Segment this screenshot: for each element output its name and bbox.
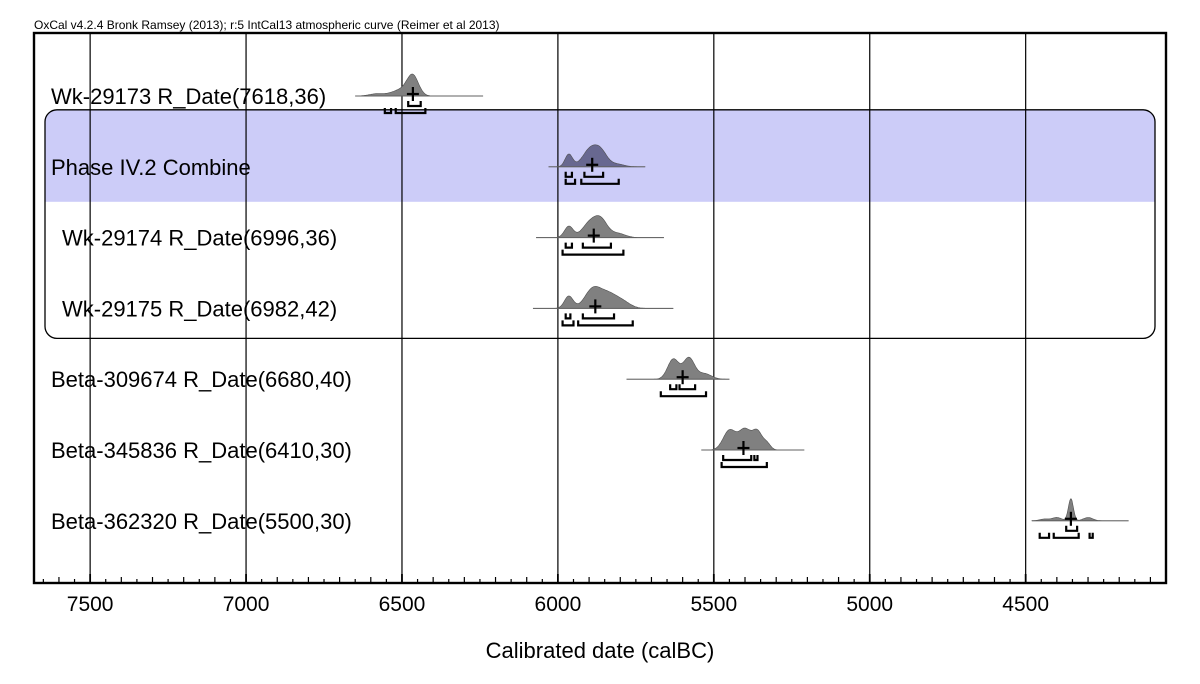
tick-label-6000: 6000 [535, 593, 582, 616]
tick-label-5000: 5000 [846, 593, 893, 616]
sigma1-range-6-0 [1065, 525, 1079, 532]
density-6 [1031, 498, 1129, 522]
sigma1-range-3-1 [581, 313, 616, 320]
sigma1-range-3-0 [564, 313, 572, 320]
sigma2-range-2-0 [561, 249, 625, 256]
sigma2-range-1-1 [580, 178, 620, 185]
sigma1-range-0-0 [407, 101, 422, 108]
row-label-3: Wk-29175 R_Date(6982,42) [62, 296, 337, 321]
tick-label-7500: 7500 [67, 593, 114, 616]
sigma1-range-4-1 [678, 384, 697, 391]
row-label-0: Wk-29173 R_Date(7618,36) [51, 84, 326, 109]
axis-layer: 7500 7000 6500 6000 5500 5000 4500 [32, 31, 1168, 616]
row-label-4: Beta-309674 R_Date(6680,40) [51, 367, 352, 392]
sigma2-range-3-0 [561, 320, 575, 327]
tick-label-5500: 5500 [690, 593, 737, 616]
x-axis-label: Calibrated date (calBC) [486, 638, 715, 663]
plot-frame [32, 31, 1168, 585]
marks-layer [355, 73, 1129, 539]
sigma1-range-5-1 [753, 455, 759, 462]
sigma2-range-3-1 [577, 320, 634, 327]
sigma2-range-6-1 [1052, 532, 1080, 539]
density-0 [355, 73, 484, 97]
chart-header: OxCal v4.2.4 Bronk Ramsey (2013); r:5 In… [34, 18, 500, 32]
sigma2-range-4-0 [659, 391, 708, 398]
labels-layer: Wk-29173 R_Date(7618,36) Phase IV.2 Combi… [51, 84, 352, 534]
sigma2-range-1-0 [564, 178, 577, 185]
density-5 [701, 427, 805, 451]
sigma2-range-0-1 [394, 108, 427, 115]
sigma1-range-5-0 [722, 455, 753, 462]
sigma1-range-4-0 [669, 384, 678, 391]
tick-label-4500: 4500 [1002, 593, 1049, 616]
sigma2-range-0-0 [383, 108, 393, 115]
group-box-0 [44, 109, 1156, 340]
density-1 [548, 144, 646, 168]
grid-layer [89, 33, 1027, 583]
row-label-6: Beta-362320 R_Date(5500,30) [51, 509, 352, 534]
tick-label-7000: 7000 [223, 593, 270, 616]
sigma2-range-6-0 [1038, 532, 1051, 539]
sigma1-range-1-1 [583, 171, 605, 178]
sigma2-range-6-2 [1088, 532, 1094, 539]
sigma2-range-5-0 [720, 462, 768, 469]
row-label-5: Beta-345836 R_Date(6410,30) [51, 438, 352, 463]
row-label-1: Phase IV.2 Combine [51, 155, 251, 180]
sigma1-range-2-1 [581, 242, 613, 249]
row-label-2: Wk-29174 R_Date(6996,36) [62, 226, 337, 251]
sigma1-range-2-0 [564, 242, 574, 249]
sigma1-range-1-0 [564, 171, 574, 178]
tick-label-6500: 6500 [379, 593, 426, 616]
